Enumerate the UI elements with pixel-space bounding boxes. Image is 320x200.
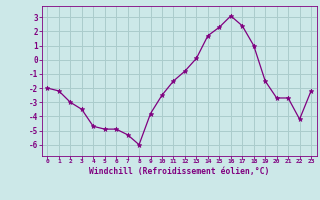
X-axis label: Windchill (Refroidissement éolien,°C): Windchill (Refroidissement éolien,°C): [89, 167, 269, 176]
